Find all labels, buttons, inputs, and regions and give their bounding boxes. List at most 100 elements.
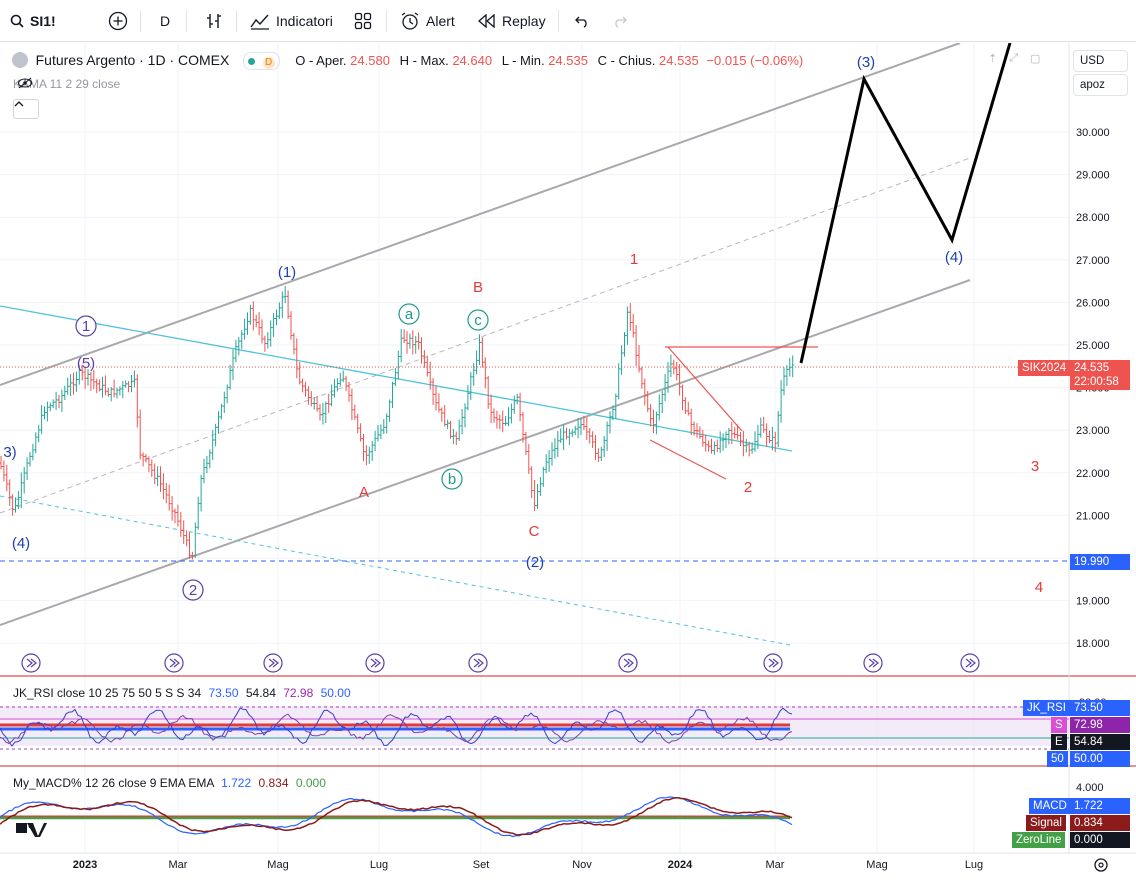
red-triangle-lower[interactable] [649,439,727,480]
wave-label-blue[interactable]: 3) [3,444,16,461]
price-bar [159,466,162,493]
price-bar [634,325,638,367]
price-axis-label: 22.000 [1076,468,1110,480]
maximize-icon[interactable]: ⤢ [1009,52,1019,64]
price-bar [388,399,392,422]
wave-label-blue[interactable]: (1) [278,264,296,281]
interval-button[interactable]: D [160,8,170,34]
collapse-legend-button[interactable] [13,99,39,119]
rsi-legend[interactable]: JK_RSI close 10 25 75 50 5 S S 34 73.50 … [13,686,351,700]
price-bar [541,466,545,487]
price-bar [428,361,432,390]
green-dot-icon [247,58,255,65]
price-bar [527,444,531,474]
wave-label-purple[interactable]: 1 [82,318,90,335]
red-triangle-upper[interactable] [667,346,743,432]
macd-axis-top: 4.000 [1076,782,1104,794]
undo-button[interactable] [574,8,590,34]
wave-label-teal[interactable]: a [405,306,414,323]
price-bar [364,445,368,466]
cyan-trend-line[interactable] [0,305,793,452]
channel-upper-line[interactable] [0,43,961,386]
price-bar [301,378,305,393]
price-bar [739,431,742,446]
price-bar [347,381,351,402]
wave-label-red[interactable]: 3 [1031,458,1039,475]
channel-lower-line[interactable] [0,279,971,626]
compare-symbol-button[interactable] [108,8,128,34]
currency-select[interactable]: USD [1073,50,1128,72]
price-bar [202,458,206,484]
chart-type-button[interactable] [205,8,223,34]
session-break-icon[interactable] [863,653,883,673]
drawings-layer[interactable] [0,43,1069,646]
price-bar [124,380,128,388]
session-break-icon[interactable] [960,653,980,673]
settings-gear-icon[interactable] [1094,858,1108,872]
price-bar [69,374,73,396]
price-bar [425,355,429,377]
level-tag[interactable]: 19.990 [1070,554,1130,570]
session-break-icon[interactable] [164,653,184,673]
price-bar [599,446,603,461]
session-markers[interactable] [21,653,980,673]
session-break-icon[interactable] [763,653,783,673]
wave-label-teal[interactable]: b [448,471,456,488]
alert-button[interactable]: Alert [400,8,455,34]
hidden-eye-icon[interactable] [17,77,33,89]
rsi-pane[interactable] [0,706,1069,750]
wave-label-red[interactable]: 4 [1035,579,1043,596]
macd-pane[interactable] [0,796,793,838]
price-bar [791,355,795,378]
wave-label-red[interactable]: B [473,279,483,296]
replay-button[interactable]: Replay [478,8,546,34]
layouts-button[interactable] [354,8,372,34]
wave-label-blue[interactable]: (2) [526,554,544,571]
symbol-search[interactable]: SI1! [10,8,56,34]
wave-label-purple[interactable]: 2 [189,582,197,599]
price-bar [538,477,542,496]
session-break-icon[interactable] [365,653,385,673]
symbol-title[interactable]: Futures Argento · 1D · COMEX [35,52,230,68]
session-break-icon[interactable] [263,653,283,673]
wave-label-red[interactable]: A [359,484,369,501]
macd-legend[interactable]: My_MACD% 12 26 close 9 EMA EMA 1.722 0.8… [13,776,326,790]
contract-tag[interactable]: SIK2024 [1018,360,1071,376]
wave-label-blue[interactable]: (4) [12,535,30,552]
price-bar [489,394,493,424]
chart-canvas[interactable]: (1) (2) (4) 3) (4) (3) 1 (5) 2 a b c B A [0,43,1136,883]
channel-mid-line[interactable] [0,157,971,514]
wave-label-red[interactable]: C [529,523,540,540]
indicators-button[interactable]: Indicatori [250,8,333,34]
market-status-indicator[interactable]: D [242,52,280,70]
last-price-tag[interactable]: 24.535 [1070,360,1130,376]
tradingview-logo[interactable] [16,823,47,837]
scale-select[interactable]: apoz [1073,74,1128,96]
symbol-logo-icon[interactable] [12,52,28,68]
price-bar [167,484,171,511]
wave-labels[interactable]: (1) (2) (4) 3) (4) (3) 1 (5) 2 a b c B A [3,54,1043,601]
kama-legend[interactable]: KAMA 11 2 29 close [13,77,120,91]
session-break-icon[interactable] [468,653,488,673]
redo-button[interactable] [612,8,628,34]
time-axis[interactable]: 2023 Mar Mag Lug Set Nov 2024 Mar Mag Lug [73,859,983,871]
wave-label-purple[interactable]: (5) [77,355,95,372]
session-break-icon[interactable] [618,653,638,673]
chart-area[interactable]: (1) (2) (4) 3) (4) (3) 1 (5) 2 a b c B A [0,43,1136,883]
wave-label-blue[interactable]: (3) [857,54,875,71]
price-bar [405,331,409,354]
move-up-icon[interactable]: ⇡ [988,53,998,65]
cyan-dashed-line[interactable] [0,495,791,646]
macd-value-1: 1.722 [221,776,252,790]
price-bar [460,409,464,435]
wave-label-red[interactable]: 1 [630,251,638,268]
window-icon[interactable]: ▢ [1030,53,1041,65]
wave-label-red[interactable]: 2 [744,479,752,496]
price-axis-label: 23.000 [1076,425,1110,437]
wave-label-teal[interactable]: c [474,312,482,329]
price-bar [605,421,609,451]
session-break-icon[interactable] [21,653,41,673]
projection-path[interactable] [799,43,1012,364]
main-legend: Futures Argento · 1D · COMEX D O - Aper.… [12,52,803,70]
wave-label-blue[interactable]: (4) [945,249,963,266]
